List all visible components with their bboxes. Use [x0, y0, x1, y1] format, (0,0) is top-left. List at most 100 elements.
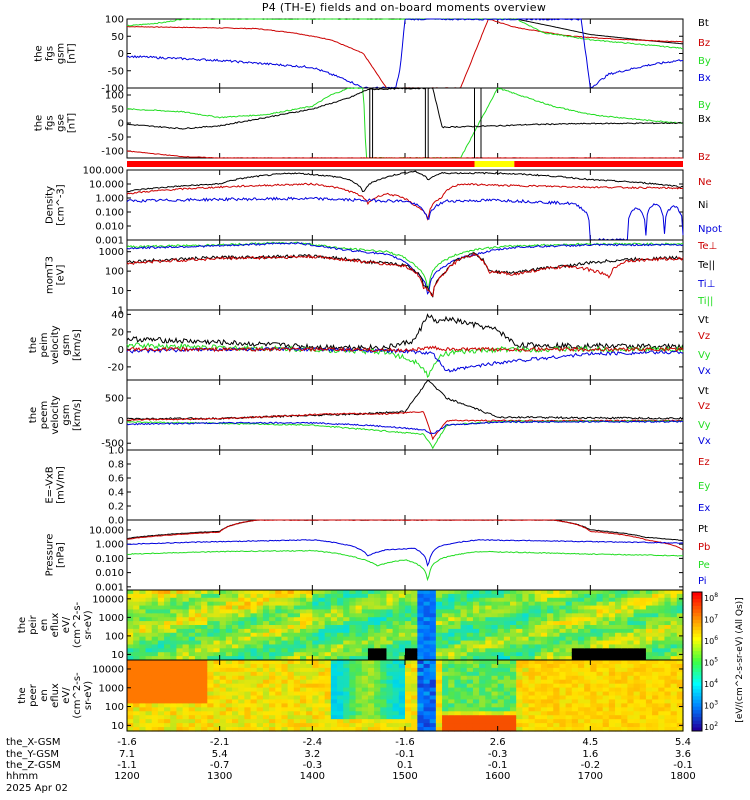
heatmap-cell — [442, 675, 449, 681]
heatmap-cell — [127, 609, 134, 614]
x-row-value: 4.5 — [582, 737, 598, 748]
y-tick-label: 0 — [118, 345, 124, 356]
heatmap-cell — [553, 671, 561, 677]
heatmap-cell — [547, 727, 554, 732]
heatmap-cell — [590, 715, 598, 720]
heatmap-cell — [219, 683, 227, 689]
heatmap-cell — [503, 683, 511, 689]
heatmap-cell — [275, 609, 283, 614]
heatmap-cell — [516, 628, 523, 634]
heatmap-cell — [380, 683, 388, 689]
heatmap-cell — [547, 679, 554, 685]
heatmap-cell — [262, 727, 270, 732]
heatmap-cell — [670, 644, 678, 649]
x-row-value: -0.2 — [581, 760, 601, 771]
heatmap-cell — [664, 632, 672, 638]
heatmap-cell — [164, 636, 171, 642]
heatmap-cell — [448, 597, 456, 603]
heatmap-cell — [269, 613, 276, 618]
heatmap-cell — [312, 711, 320, 716]
heatmap-cell — [293, 675, 301, 681]
heatmap-cell — [367, 625, 375, 630]
heatmap-cell — [670, 636, 678, 642]
heatmap-cell — [232, 687, 239, 693]
heatmap-cell — [133, 597, 140, 603]
heatmap-cell — [497, 707, 505, 712]
heatmap-cell — [145, 667, 153, 673]
heatmap-cell — [627, 667, 635, 673]
heatmap-cell — [318, 656, 326, 661]
heatmap-cell — [361, 593, 369, 599]
heatmap-cell — [127, 632, 134, 638]
heatmap-cell — [405, 597, 412, 603]
heatmap-cell — [232, 727, 239, 732]
heatmap-cell — [343, 707, 350, 712]
heatmap-cell — [145, 597, 153, 603]
heatmap-cell — [139, 613, 147, 618]
heatmap-cell — [299, 691, 307, 697]
series-line-Pb — [126, 519, 684, 551]
heatmap-cell — [621, 671, 628, 677]
heatmap-cell — [164, 663, 171, 669]
heatmap-cell — [664, 711, 672, 716]
heatmap-cell — [269, 593, 276, 599]
heatmap-cell — [213, 679, 221, 685]
heatmap-cell — [127, 691, 134, 697]
heatmap-cell — [306, 609, 313, 614]
heatmap-cell — [361, 703, 369, 708]
heatmap-cell — [299, 703, 307, 708]
heatmap-cell — [188, 590, 196, 595]
heatmap-cell — [405, 687, 412, 693]
heatmap-cell — [472, 656, 480, 661]
heatmap-cell — [584, 644, 591, 649]
heatmap-cell — [232, 707, 239, 712]
heatmap-cell — [442, 632, 449, 638]
heatmap-cell — [225, 707, 233, 712]
heatmap-cell — [238, 605, 245, 611]
heatmap-cell — [250, 632, 258, 638]
heatmap-cell — [176, 695, 184, 701]
heatmap-cell — [559, 683, 567, 689]
heatmap-cell — [232, 699, 239, 704]
heatmap-cell — [528, 691, 536, 697]
heatmap-cell — [435, 711, 443, 716]
heatmap-cell — [238, 699, 245, 704]
heatmap-cell — [324, 660, 332, 665]
heatmap-cell — [398, 679, 406, 685]
heatmap-cell — [324, 605, 332, 611]
heatmap-cell — [528, 699, 536, 704]
heatmap-cell — [219, 691, 227, 697]
heatmap-cell — [275, 621, 283, 626]
heatmap-cell — [676, 590, 684, 595]
heatmap-cell — [225, 636, 233, 642]
heatmap-cell — [269, 727, 276, 732]
series-line-Ti⊥ — [126, 241, 684, 295]
heatmap-cell — [170, 628, 178, 634]
heatmap-cell — [157, 644, 165, 649]
heatmap-cell — [201, 723, 208, 728]
heatmap-cell — [306, 648, 313, 653]
heatmap-cell — [435, 613, 443, 618]
heatmap-cell — [306, 695, 313, 701]
heatmap-cell — [213, 711, 221, 716]
heatmap-cell — [287, 671, 295, 677]
heatmap-cell — [225, 628, 233, 634]
heatmap-cell — [528, 663, 536, 669]
heatmap-cell — [256, 628, 264, 634]
heatmap-cell — [312, 667, 320, 673]
heatmap-cell — [621, 667, 628, 673]
heatmap-cell — [194, 625, 202, 630]
heatmap-cell — [522, 613, 530, 618]
heatmap-cell — [293, 597, 301, 603]
heatmap-cell — [516, 644, 523, 649]
heatmap-cell — [262, 699, 270, 704]
heatmap-cell — [639, 719, 647, 724]
heatmap-cell — [405, 656, 412, 661]
colorbar-tick-label: 106 — [704, 635, 718, 646]
heatmap-cell — [324, 727, 332, 732]
heatmap-cell — [312, 605, 320, 611]
heatmap-cell — [367, 656, 375, 661]
heatmap-cell — [491, 660, 499, 665]
heatmap-cell — [491, 656, 499, 661]
heatmap-cell — [584, 597, 591, 603]
